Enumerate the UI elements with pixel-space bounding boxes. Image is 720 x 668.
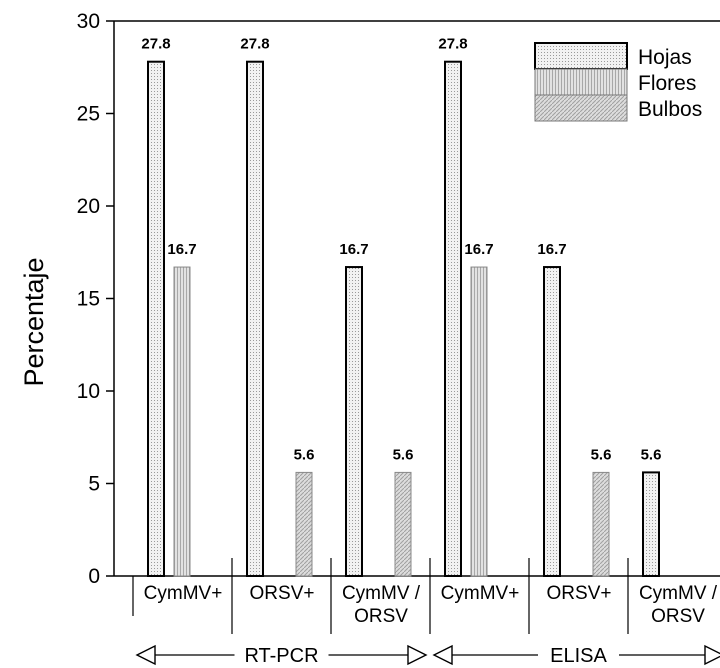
legend-label-flores: Flores: [638, 72, 696, 95]
group-label: ELISA: [550, 645, 607, 667]
bar-flores: [470, 266, 488, 577]
bar-hojas: [147, 60, 165, 577]
category-label: ORSV+: [547, 583, 612, 604]
data-label: 16.7: [339, 241, 368, 258]
data-label: 27.8: [141, 36, 170, 53]
legend: Hojas Flores Bulbos: [534, 42, 702, 122]
y-tick-label: 20: [77, 195, 100, 218]
bar-hojas: [246, 60, 264, 577]
y-tick-label: 10: [77, 380, 100, 403]
data-label: 16.7: [537, 241, 566, 258]
bar-hojas: [345, 266, 363, 577]
bar-bulbos: [394, 471, 412, 577]
legend-label-hojas: Hojas: [638, 46, 692, 69]
data-label: 16.7: [464, 241, 493, 258]
y-axis-label: Percentaje: [19, 257, 49, 386]
y-tick-label: 5: [88, 473, 100, 496]
legend-swatch-bulbos: [534, 94, 628, 122]
group-labels: RT-PCR ELISA: [135, 644, 720, 667]
category-label: CymMV /: [639, 583, 718, 604]
right-arrow-icon: [407, 644, 428, 666]
bar-flores: [173, 266, 191, 577]
group-label: RT-PCR: [244, 645, 318, 667]
y-tick-label: 30: [77, 10, 100, 33]
category-label: ORSV+: [250, 583, 315, 604]
bar-hojas: [642, 471, 660, 577]
legend-swatch-hojas: [534, 42, 628, 70]
legend-swatch-flores: [534, 68, 628, 96]
left-arrow-icon: [432, 644, 453, 666]
data-label: 16.7: [167, 241, 196, 258]
data-label: 5.6: [294, 446, 315, 463]
category-label: CymMV+: [144, 583, 223, 604]
category-label: ORSV: [651, 606, 705, 627]
bar-hojas: [543, 266, 561, 577]
data-labels: 27.8 16.7 27.8 5.6 16.7 5.6 27.8 16.7 16.7 5.6 5.6: [141, 36, 661, 464]
y-tick-label: 15: [77, 288, 100, 311]
legend-label-bulbos: Bulbos: [638, 98, 702, 121]
data-label: 5.6: [591, 446, 612, 463]
category-label: CymMV /: [342, 583, 421, 604]
y-tick-label: 25: [77, 103, 100, 126]
bar-hojas: [444, 60, 462, 577]
category-label: ORSV: [354, 606, 408, 627]
left-arrow-icon: [135, 644, 156, 666]
axes: 0 5 10 15 20 25 30: [77, 10, 720, 634]
right-arrow-icon: [704, 644, 720, 666]
data-label: 27.8: [240, 36, 269, 53]
data-label: 5.6: [393, 446, 414, 463]
data-label: 27.8: [438, 36, 467, 53]
bars: [147, 60, 660, 577]
bar-bulbos: [295, 471, 313, 577]
y-tick-label: 0: [88, 565, 100, 588]
data-label: 5.6: [641, 446, 662, 463]
category-label: CymMV+: [441, 583, 520, 604]
bar-bulbos: [592, 471, 610, 577]
